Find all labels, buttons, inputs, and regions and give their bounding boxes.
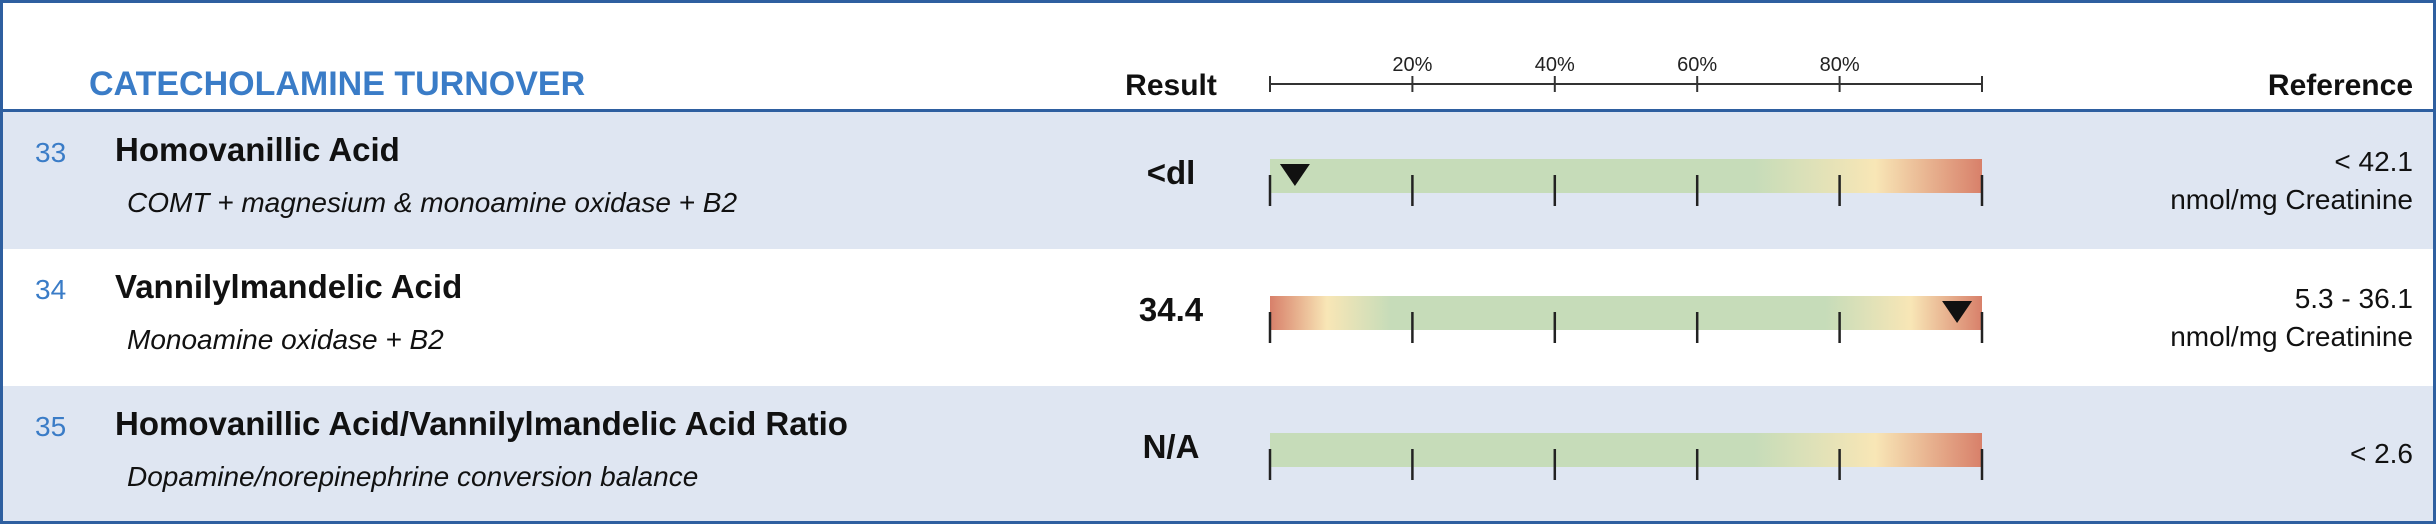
- reference-range: < 42.1: [2334, 146, 2413, 177]
- scale-tick-label: 80%: [1820, 54, 1860, 76]
- result-value: 34.4: [1138, 291, 1204, 328]
- scale-tick-label: 40%: [1535, 54, 1575, 76]
- reference-range: 5.3 - 36.1: [2294, 283, 2413, 314]
- range-bar: [1270, 433, 1982, 467]
- result-marker: [1942, 301, 1973, 323]
- reference-unit: nmol/mg Creatinine: [2170, 184, 2413, 215]
- marker-description: COMT + magnesium & monoamine oxidase + B…: [127, 187, 738, 218]
- scale-tick-label: 60%: [1677, 54, 1717, 76]
- reference-range: < 2.6: [2349, 438, 2413, 469]
- marker-description: Dopamine/norepinephrine conversion balan…: [127, 461, 699, 492]
- marker-description: Monoamine oxidase + B2: [127, 324, 444, 355]
- row-number: 33: [35, 137, 67, 168]
- range-bar: [1270, 159, 1982, 193]
- scale-tick-label: 20%: [1392, 54, 1432, 76]
- marker-name: Homovanillic Acid: [115, 131, 400, 168]
- marker-name: Vannilylmandelic Acid: [115, 268, 463, 305]
- marker-name: Homovanillic Acid/Vannilylmandelic Acid …: [115, 405, 848, 442]
- result-row: 34 Vannilylmandelic Acid Monoamine oxidase…: [3, 249, 2433, 386]
- header-rule: [3, 109, 2433, 112]
- row-number: 34: [35, 274, 67, 305]
- reference-unit: nmol/mg Creatinine: [2170, 321, 2413, 352]
- section-title: CATECHOLAMINE TURNOVER: [89, 65, 586, 103]
- reference-header: Reference: [2267, 69, 2413, 102]
- scale-graphics: 20% 40% 60% 80%: [1268, 54, 1984, 480]
- result-header: Result: [1125, 69, 1217, 102]
- result-value: N/A: [1142, 428, 1200, 465]
- row-number: 35: [35, 411, 67, 442]
- result-value: <dl: [1146, 154, 1196, 191]
- result-marker: [1279, 164, 1310, 186]
- result-row: 33 Homovanillic Acid COMT + magnesium & mo…: [3, 112, 2433, 249]
- result-row: 35 Homovanillic Acid/Vannilylmandelic Aci…: [3, 386, 2433, 521]
- range-bar: [1270, 296, 1982, 330]
